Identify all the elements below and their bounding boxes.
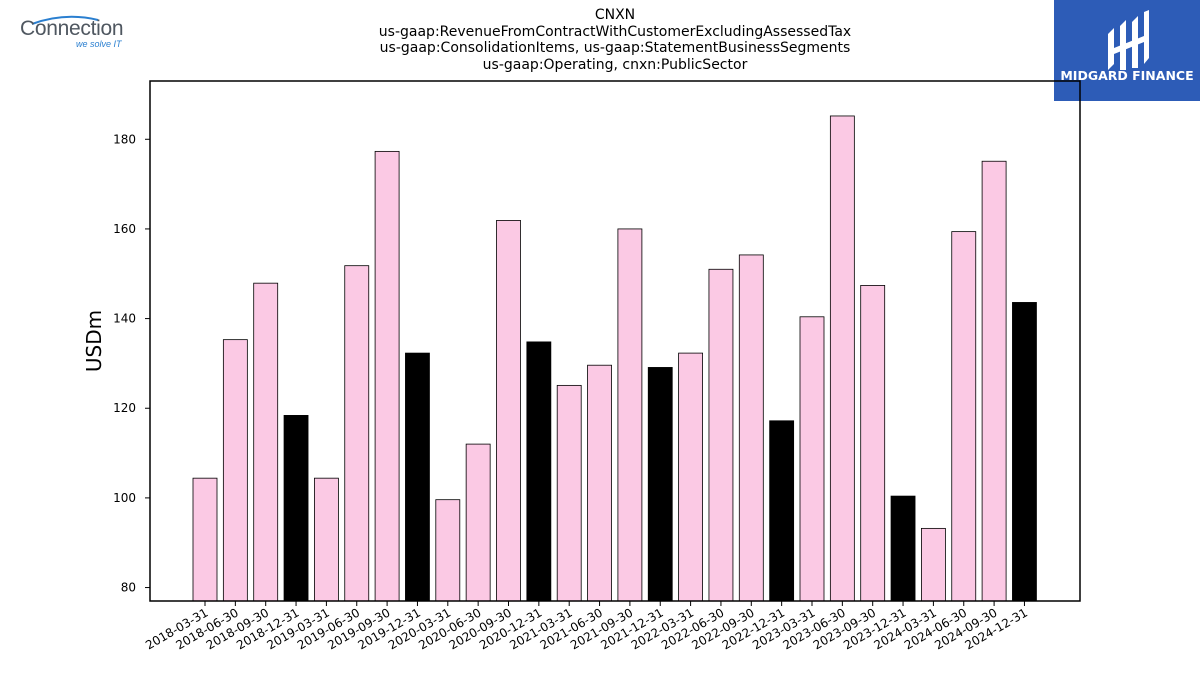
bar-2021-12-31	[647, 367, 673, 602]
bar-2023-09-30	[860, 285, 886, 602]
bar-2020-12-31	[526, 341, 552, 602]
bar-2019-06-30	[344, 265, 370, 602]
bar-2022-12-31	[769, 420, 795, 602]
y-axis-label: USDm	[82, 310, 106, 372]
y-tick-label: 160	[113, 222, 136, 236]
y-tick-label: 80	[121, 581, 136, 595]
midgard-finance-logo: MIDGARD FINANCE	[1054, 0, 1200, 101]
axes-layer	[149, 80, 1081, 602]
bar-2023-12-31	[890, 495, 916, 602]
connection-swoosh-icon	[31, 15, 99, 25]
bar-2022-09-30	[738, 254, 764, 602]
bar-2020-06-30	[465, 443, 491, 602]
title-line-members: us-gaap:Operating, cnxn:PublicSector	[482, 56, 748, 73]
y-tick-label: 180	[113, 132, 136, 146]
x-axis-ticks: 2018-03-312018-06-302018-09-302018-12-31…	[143, 601, 1030, 652]
bar-2018-12-31	[283, 415, 309, 602]
connection-logo-tagline: we solve IT	[76, 39, 122, 49]
bar-2023-03-31	[799, 316, 825, 602]
title-line-axes: us-gaap:ConsolidationItems, us-gaap:Stat…	[379, 40, 851, 57]
y-tick-label: 120	[113, 401, 136, 415]
bar-2023-06-30	[829, 115, 855, 602]
bar-2021-03-31	[556, 384, 582, 602]
bar-2019-09-30	[374, 150, 400, 602]
connection-logo: Connection we solve IT	[18, 12, 128, 52]
bar-2021-06-30	[587, 364, 612, 602]
midgard-emblem-icon	[1108, 10, 1149, 70]
bar-2018-06-30	[222, 339, 248, 602]
bar-2022-06-30	[708, 268, 734, 602]
bar-2019-12-31	[405, 352, 430, 602]
chart-title: CNXN us-gaap:RevenueFromContractWithCust…	[0, 7, 1200, 73]
plot-frame	[149, 80, 1081, 602]
y-tick-label: 100	[113, 491, 136, 505]
midgard-logo-name: MIDGARD FINANCE	[1060, 68, 1194, 83]
bar-2022-03-31	[678, 352, 703, 602]
bars-layer	[192, 115, 1037, 602]
bar-2018-03-31	[192, 477, 218, 602]
bar-2021-09-30	[617, 228, 643, 602]
bar-2020-09-30	[496, 220, 521, 602]
connection-logo-name: Connection	[20, 17, 124, 40]
bar-2024-03-31	[921, 527, 946, 602]
bar-2024-12-31	[1012, 302, 1037, 602]
bar-2020-03-31	[435, 499, 461, 602]
bar-2024-06-30	[951, 231, 977, 602]
title-line-ticker: CNXN	[594, 7, 636, 23]
y-axis-ticks: 80 100 120 140 160 180	[113, 132, 150, 595]
title-line-concept: us-gaap:RevenueFromContractWithCustomerE…	[378, 23, 852, 40]
bar-2024-09-30	[981, 160, 1007, 602]
bar-2019-03-31	[313, 477, 339, 602]
bar-2018-09-30	[253, 282, 279, 602]
y-tick-label: 140	[113, 312, 136, 326]
